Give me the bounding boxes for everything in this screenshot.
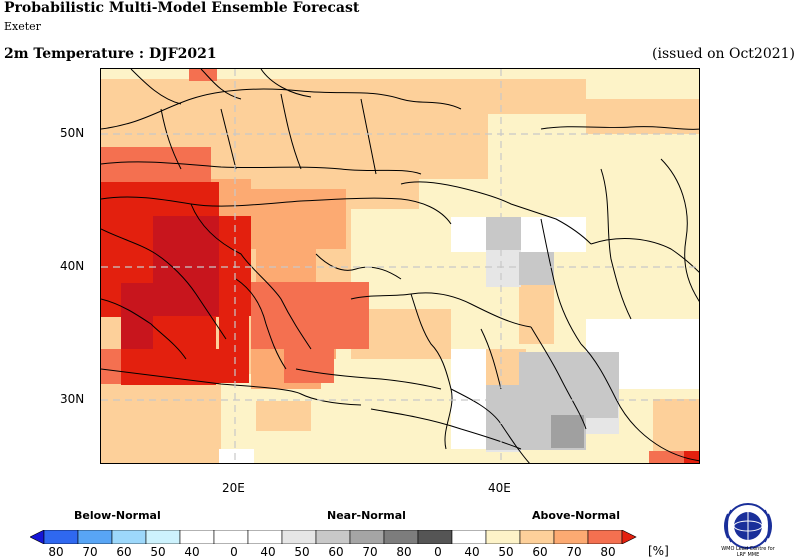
- legend-swatches: [43, 530, 623, 544]
- wmo-logo-icon: [724, 503, 772, 549]
- legend-tick: 70: [82, 545, 98, 559]
- lon-label-20e: 20E: [222, 481, 245, 495]
- map-title: Probabilistic Multi-Model Ensemble Forec…: [4, 0, 360, 16]
- wmo-logo-text: WMO Lead Centre for LRF MME: [700, 546, 796, 558]
- issued-date: (issued on Oct2021): [652, 46, 795, 62]
- field-above-90: [121, 216, 219, 349]
- legend-tick: 70: [566, 545, 582, 559]
- legend-tick: 0: [434, 545, 442, 559]
- legend-below-normal-label: Below-Normal: [74, 509, 161, 522]
- legend-tick: 40: [184, 545, 200, 559]
- legend-tick: 80: [396, 545, 412, 559]
- legend-arrow-right: [621, 530, 637, 544]
- legend-above-normal-label: Above-Normal: [532, 509, 620, 522]
- lat-label-50n: 50N: [60, 126, 85, 140]
- legend-tick: 50: [150, 545, 166, 559]
- legend-tick: 80: [600, 545, 616, 559]
- legend-tick: 40: [464, 545, 480, 559]
- wmo-text-line1: WMO Lead Centre for: [721, 546, 775, 552]
- lat-label-30n: 30N: [60, 392, 85, 406]
- field-near-normal-60: [551, 415, 584, 448]
- legend-tick: 50: [498, 545, 514, 559]
- legend-near-normal-label: Near-Normal: [327, 509, 406, 522]
- wmo-text-line2: LRF MME: [736, 552, 760, 558]
- legend-tick: 60: [532, 545, 548, 559]
- legend-tick: 80: [48, 545, 64, 559]
- lat-label-40n: 40N: [60, 259, 85, 273]
- legend-tick: 60: [116, 545, 132, 559]
- legend-tick: 0: [230, 545, 238, 559]
- legend-tick: 50: [294, 545, 310, 559]
- legend-tick: 40: [260, 545, 276, 559]
- legend-tick: 60: [328, 545, 344, 559]
- lon-label-40e: 40E: [488, 481, 511, 495]
- map-subtitle: Exeter: [4, 20, 41, 33]
- field-white-patch: [219, 449, 254, 463]
- legend-colorbar: [30, 530, 637, 544]
- legend-tick: 70: [362, 545, 378, 559]
- forecast-map: [100, 68, 700, 464]
- variable-label: 2m Temperature : DJF2021: [4, 46, 217, 62]
- legend-unit: [%]: [648, 544, 669, 558]
- forecast-map-canvas: [101, 69, 699, 463]
- legend-arrow-left: [30, 530, 45, 544]
- graticule: [101, 69, 699, 463]
